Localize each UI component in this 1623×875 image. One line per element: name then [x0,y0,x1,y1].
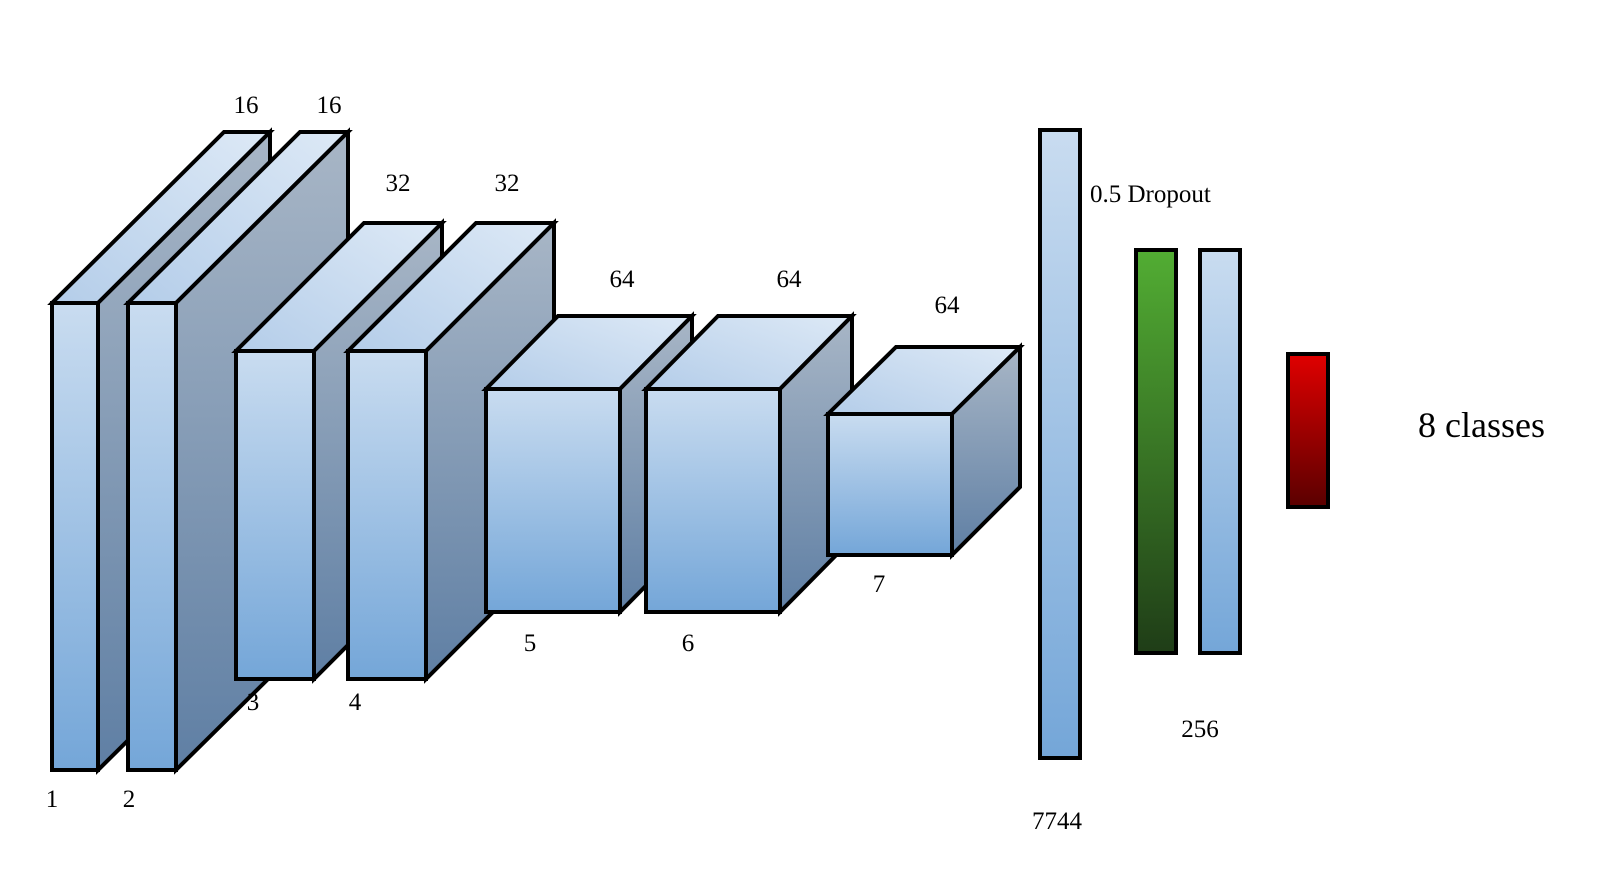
layer-6-index: 6 [682,630,695,657]
layer-5-index: 5 [524,630,537,657]
layer-1-channels: 16 [234,92,259,119]
layer-1-index: 1 [46,786,59,813]
layer-2-channels: 16 [317,92,342,119]
conv-layer-7 [823,342,1025,560]
layer-5-channels: 64 [610,266,636,293]
layer-2-index: 2 [123,786,136,813]
layer-4-channels: 32 [495,170,520,197]
dropout-label: 0.5 Dropout [1090,181,1211,208]
dense-units: 256 [1181,716,1219,743]
layer-3-channels: 32 [386,170,411,197]
output-classes-label: 8 classes [1418,405,1545,445]
conv-layer-6 [641,311,857,617]
output-layer [1286,352,1330,509]
dense-layer [1198,248,1242,655]
layer-6-channels: 64 [777,266,803,293]
flatten-layer [1038,128,1082,760]
layer-7-index: 7 [873,571,886,598]
layer-7-channels: 64 [935,292,961,319]
flatten-units: 7744 [1032,808,1083,835]
layer-3-index: 3 [247,689,260,716]
layer-4-index: 4 [349,689,362,716]
dropout-layer [1134,248,1178,655]
